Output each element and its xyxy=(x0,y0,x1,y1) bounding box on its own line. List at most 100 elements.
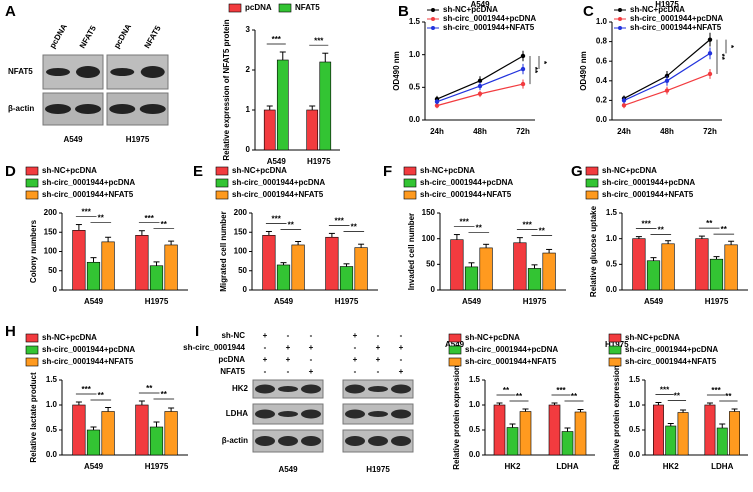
x-tick-label: A549 xyxy=(462,297,482,306)
significance: * xyxy=(539,61,548,65)
band xyxy=(368,411,388,417)
significance: ** xyxy=(706,219,713,228)
y-tick-label: 0.5 xyxy=(469,425,481,434)
condition-mark: + xyxy=(309,367,314,376)
y-tick-label: 0.0 xyxy=(629,450,641,459)
significance: *** xyxy=(272,215,282,224)
condition-mark: - xyxy=(354,367,357,376)
bar xyxy=(72,230,86,291)
significance: ** xyxy=(161,220,168,229)
condition-mark: + xyxy=(376,343,381,352)
legend-label: sh-circ_0001944+NFAT5 xyxy=(232,190,324,199)
bar xyxy=(263,109,276,151)
bar xyxy=(632,238,646,291)
y-tick-label: 100 xyxy=(422,234,436,243)
bar xyxy=(319,61,332,151)
legend-label: sh-NC+pcDNA xyxy=(630,5,685,14)
band xyxy=(368,436,388,446)
y-tick-label: 1.5 xyxy=(606,208,618,217)
point xyxy=(477,91,483,97)
condition-mark: - xyxy=(377,331,380,340)
legend-label: sh-circ_0001944+pcDNA xyxy=(465,345,558,354)
panel-label: I xyxy=(195,323,199,340)
condition-mark: - xyxy=(400,355,403,364)
y-tick-label: 150 xyxy=(44,227,58,236)
y-axis-label: Invaded cell number xyxy=(407,213,416,290)
significance: *** xyxy=(523,221,533,230)
band xyxy=(278,411,298,417)
blot-cell-label: A549 xyxy=(278,465,298,474)
condition-mark: + xyxy=(309,343,314,352)
x-tick-label: A549 xyxy=(644,297,664,306)
significance: ** xyxy=(351,223,358,232)
y-axis-label: Relative expression of NFAT5 protein xyxy=(222,19,231,160)
y-tick-label: 0.5 xyxy=(606,259,618,268)
y-tick-label: 0 xyxy=(246,145,251,154)
blot-column-label: pcDNA xyxy=(48,22,69,50)
y-tick-label: 0 xyxy=(431,285,436,294)
condition-mark: - xyxy=(287,367,290,376)
condition-mark: + xyxy=(263,331,268,340)
band xyxy=(345,409,365,419)
y-axis-label: Relative protein expression xyxy=(612,365,621,470)
y-tick-label: 50 xyxy=(238,266,247,275)
band xyxy=(301,409,321,419)
significance: ** xyxy=(721,225,728,234)
y-axis-label: Colony numbers xyxy=(29,219,38,283)
significance: *** xyxy=(82,385,92,394)
legend-swatch xyxy=(403,178,417,188)
legend-swatch xyxy=(25,357,39,367)
legend-marker xyxy=(431,26,435,30)
panel-label: A xyxy=(5,3,16,20)
significance: ** xyxy=(98,391,105,400)
legend-marker xyxy=(431,8,435,12)
y-tick-label: 0.5 xyxy=(629,425,641,434)
bar xyxy=(527,268,542,291)
condition-mark: + xyxy=(376,355,381,364)
x-tick-label: HK2 xyxy=(504,462,521,471)
x-tick-label: 72h xyxy=(703,127,717,136)
point xyxy=(664,88,670,93)
y-tick-label: 1.5 xyxy=(409,17,421,26)
band xyxy=(255,409,275,419)
y-axis-label: Relative protein expression xyxy=(452,365,461,470)
significance: ** xyxy=(503,386,510,395)
bar xyxy=(339,266,354,291)
legend-label: sh-NC+pcDNA xyxy=(42,166,97,175)
significance: ** xyxy=(674,392,681,401)
bar xyxy=(450,239,464,291)
significance: ** xyxy=(725,392,732,401)
bar xyxy=(306,109,319,151)
point xyxy=(434,103,440,108)
blot-row-label: LDHA xyxy=(226,409,248,418)
band xyxy=(255,436,275,446)
y-axis-label: Relative glucose uptake xyxy=(589,205,598,297)
significance: ** xyxy=(146,384,153,393)
y-tick-label: 1.0 xyxy=(409,50,421,59)
point xyxy=(520,53,526,59)
y-axis-label: OD490 nm xyxy=(392,51,401,91)
condition-label: pcDNA xyxy=(218,355,245,364)
legend-label: sh-circ_0001944+pcDNA xyxy=(443,14,536,23)
condition-mark: + xyxy=(286,343,291,352)
bar xyxy=(101,411,115,456)
bar xyxy=(646,260,661,291)
band xyxy=(301,436,321,446)
condition-mark: - xyxy=(264,367,267,376)
x-tick-label: A549 xyxy=(84,297,104,306)
bar xyxy=(729,411,741,456)
panel-label: E xyxy=(193,163,203,180)
condition-mark: + xyxy=(263,355,268,364)
legend-swatch xyxy=(403,166,417,176)
blot-row-label: NFAT5 xyxy=(8,67,33,76)
legend-marker xyxy=(431,17,435,21)
band xyxy=(45,104,71,114)
condition-mark: - xyxy=(354,343,357,352)
y-tick-label: 1.0 xyxy=(596,17,608,26)
y-tick-label: 1.5 xyxy=(629,375,641,384)
blot-row-label: HK2 xyxy=(232,384,249,393)
y-tick-label: 0.5 xyxy=(46,425,58,434)
panel-label: H xyxy=(5,323,16,340)
bar xyxy=(325,236,339,291)
